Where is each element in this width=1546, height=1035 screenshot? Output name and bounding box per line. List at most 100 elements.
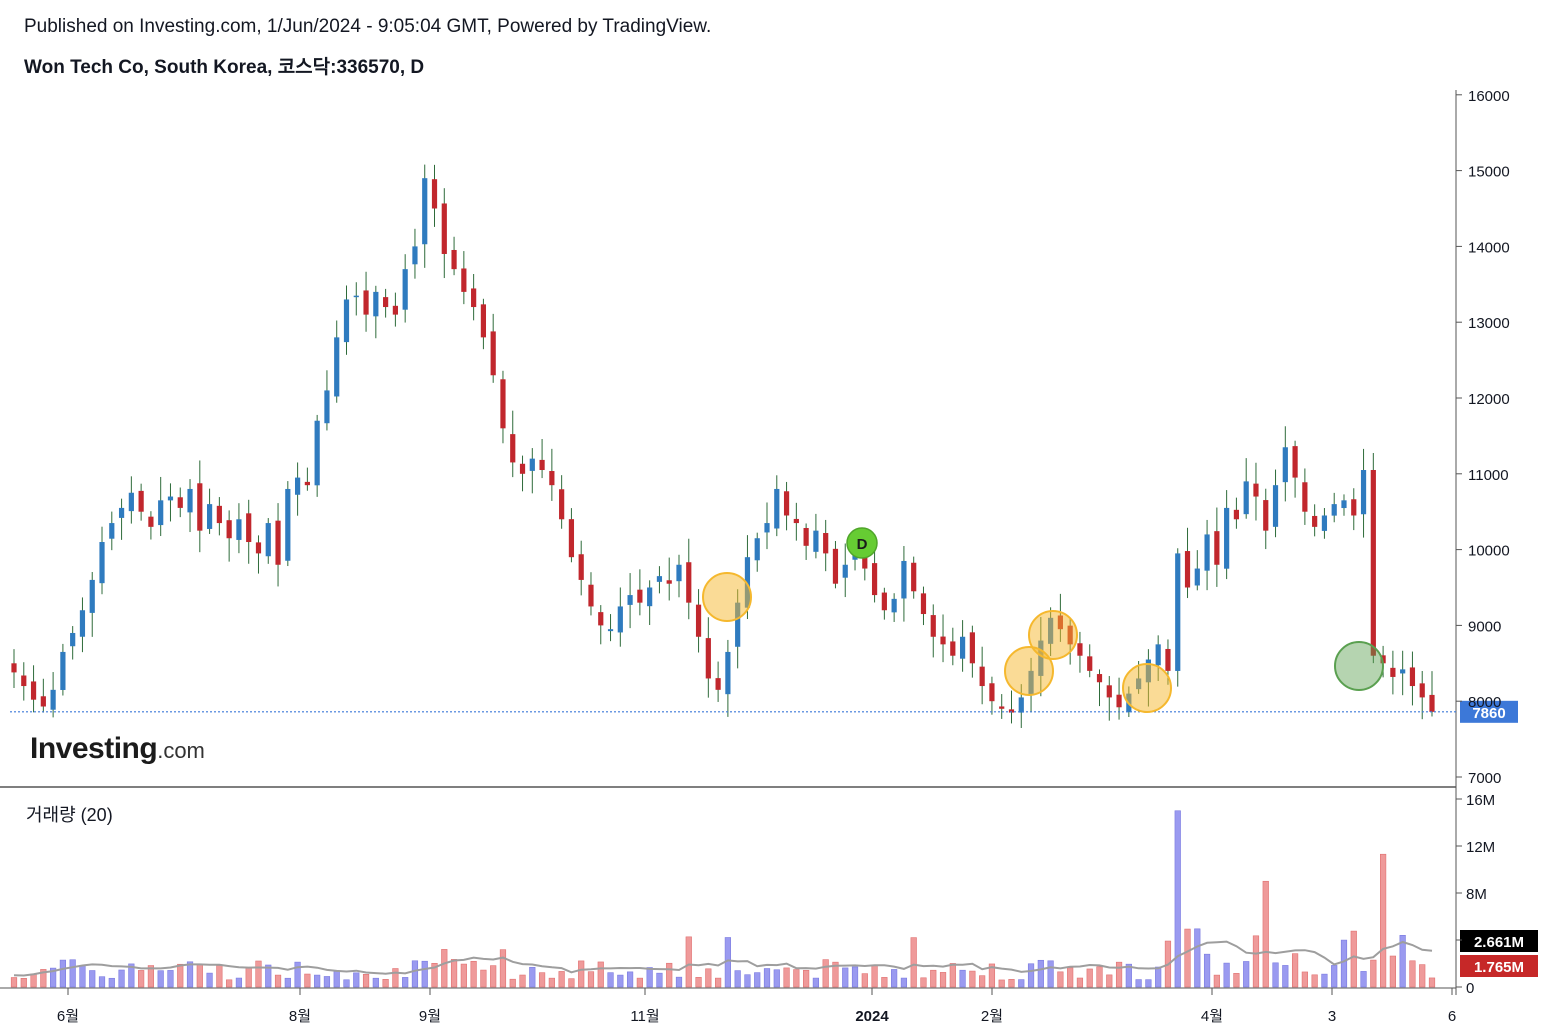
volume-bar [323,976,331,988]
volume-bar [1096,966,1103,988]
volume-bar [245,967,252,988]
candle-body [1263,500,1269,531]
volume-bar [587,971,595,988]
volume-bar [1409,960,1416,988]
time-tick-label: 2월 [981,1008,1003,1025]
volume-bar [861,973,868,988]
volume-bar [881,977,888,988]
volume-bar [50,967,57,988]
volume-bar [460,963,467,988]
candle-body [999,706,1005,709]
candle-body [383,297,389,308]
candle-body [295,477,301,495]
candle-body [1312,515,1318,527]
volume-bar [871,965,878,988]
volume-bar [920,977,927,988]
candle-body [950,641,956,656]
volume-bar [343,979,350,988]
volume-bar [108,977,115,988]
candle-body [138,490,144,512]
candle-body [30,681,37,700]
candle-body [588,584,594,607]
candle-body [803,528,809,546]
volume-bar [30,973,37,988]
candle-body [206,504,213,529]
volume-bar [607,972,614,988]
price-tick-label: 13000 [1468,315,1510,332]
candle-body [754,538,760,561]
logo-suffix: .com [157,738,205,763]
volume-bar [147,965,155,988]
volume-bar [1360,971,1367,988]
volume-bar [959,969,966,988]
candle-body [480,304,487,338]
volume-bar [441,949,448,988]
volume-bar [431,962,438,988]
volume-bar [10,977,18,988]
candle-body [1321,515,1328,531]
volume-bar [89,970,96,988]
time-tick-label: 4월 [1201,1008,1223,1025]
volume-bar [509,978,516,988]
price-tick-label: 14000 [1468,239,1510,256]
candle-body [969,632,975,664]
candle-body [813,530,819,552]
candle-body [568,519,575,558]
candle-body [656,576,663,582]
overlays: 7860 2.661M 1.765M D [10,527,1538,977]
candle-body [1380,655,1386,664]
volume-bar [1086,968,1093,988]
volume-bar [274,974,282,988]
candle-body [490,331,496,376]
candle-body [422,178,428,245]
candle-body [1155,644,1161,666]
volume-bar [1272,962,1279,988]
event-marker-label: D [857,536,868,553]
candle-body [197,483,203,531]
candle-body [901,560,907,599]
candle-body [1194,568,1200,586]
investing-logo: Investing.com [30,732,205,766]
volume-bar [930,969,937,988]
candle-body [920,593,927,615]
candle-body [109,523,115,539]
candle-body [353,295,359,298]
candle-body [11,663,17,673]
event-marker [846,527,878,559]
candle-body [559,489,565,520]
candle-body [695,604,702,637]
volume-bar [79,965,86,988]
candle-body [705,638,711,679]
volume-bar [1057,971,1064,988]
candle-body [510,434,516,463]
volume-bar [773,969,780,988]
volume-bar [59,959,66,988]
published-caption: Published on Investing.com, 1/Jun/2024 -… [24,16,712,37]
volume-bar [1145,979,1152,988]
volume-bar [284,977,291,988]
candle-body [666,580,672,584]
candle-body [1224,507,1230,569]
volume-bar [265,964,272,988]
volume-bar [1282,965,1289,988]
volume-bar [617,974,624,988]
candle-body [1087,656,1093,671]
candle-body [1253,483,1259,497]
volume-bar [548,977,555,988]
price-tick-label: 12000 [1468,391,1510,408]
candle-body [1419,683,1425,698]
highlight-circle [1122,663,1172,713]
volume-bar [1018,979,1025,988]
volume-bar [998,979,1005,988]
volume-bar [333,971,340,988]
candle-body [50,689,56,710]
candle-body [412,246,418,265]
candle-body [1409,667,1416,687]
volume-bar [499,949,507,988]
volume-bar [812,977,820,988]
time-tick-label: 3 [1328,1008,1336,1025]
candle-body [940,636,946,645]
volume-bar [1203,953,1211,988]
candle-body [607,629,614,632]
